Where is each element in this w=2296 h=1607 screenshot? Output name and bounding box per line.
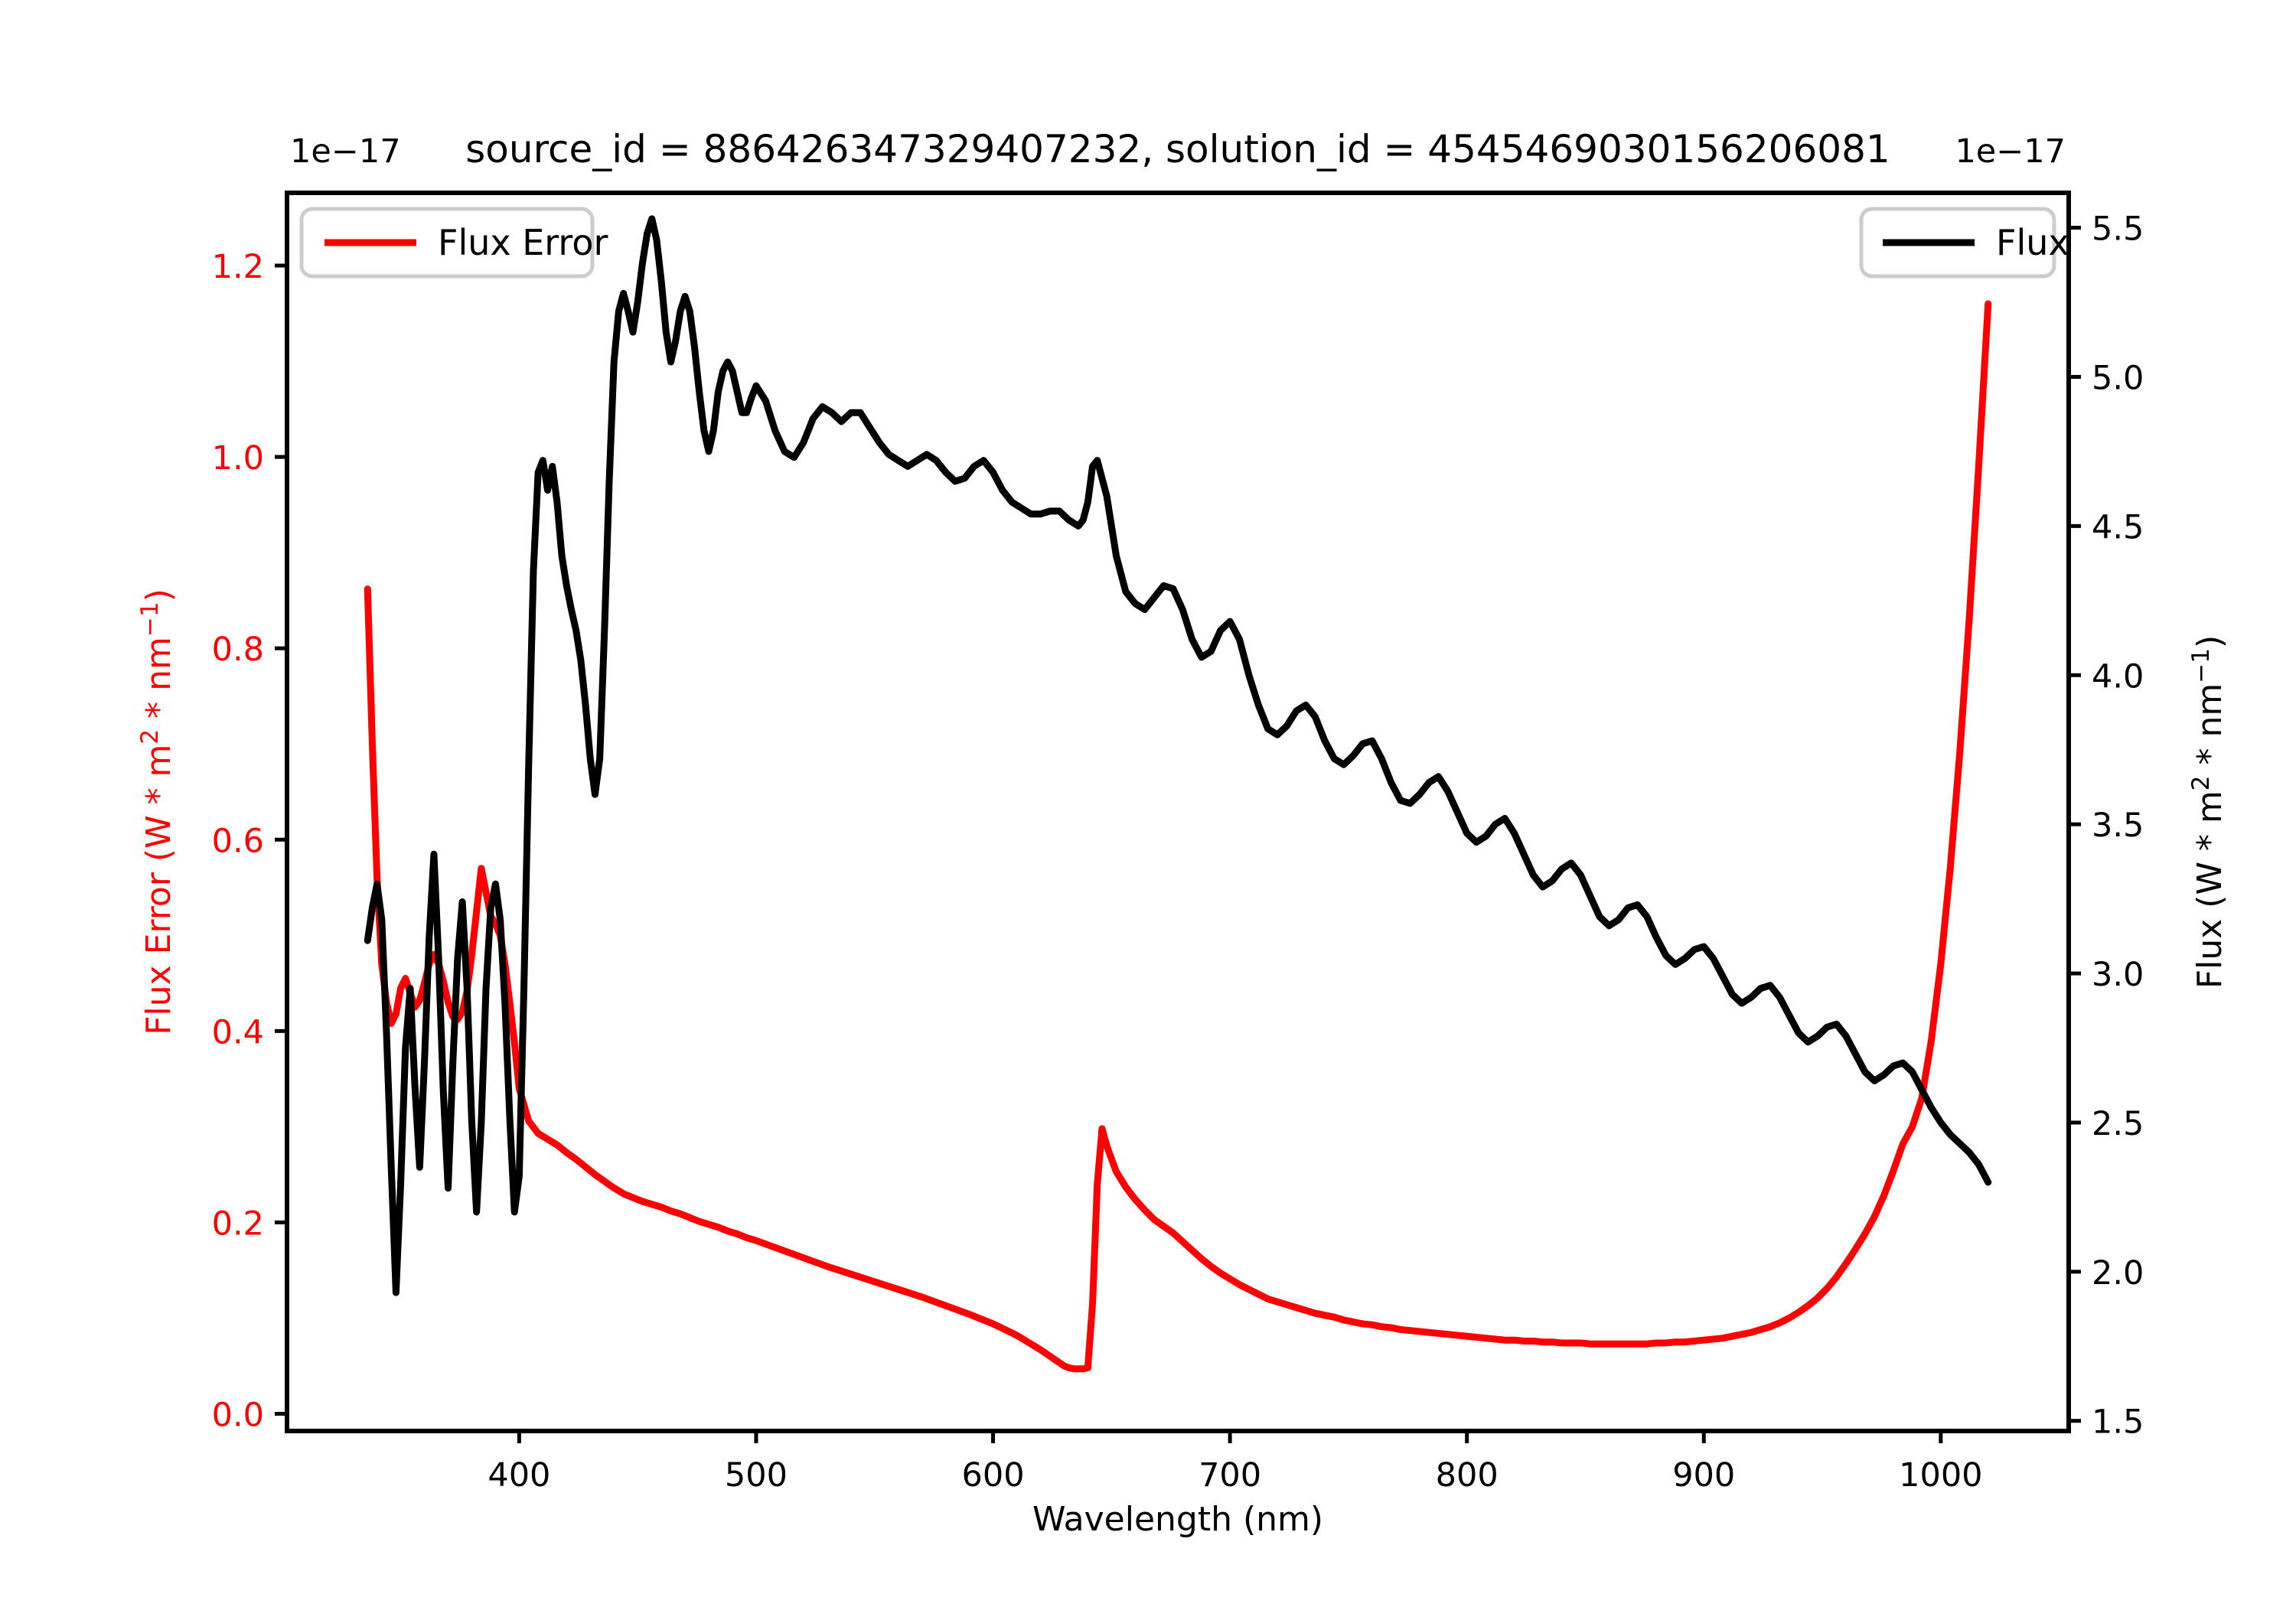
left-y-axis-label: Flux Error (W * m2 * nm−1) — [136, 588, 178, 1035]
left-y-tick-label: 1.0 — [212, 439, 264, 478]
x-tick-label: 500 — [725, 1456, 788, 1495]
right-axis-offset-label: 1e−17 — [1955, 132, 2066, 171]
svg-text:Flux Error (W * m2 * nm−1): Flux Error (W * m2 * nm−1) — [136, 588, 178, 1035]
left-y-tick-label: 0.4 — [212, 1013, 264, 1051]
right-y-label-suffix: ) — [2190, 635, 2229, 648]
left-y-tick-label: 0.2 — [212, 1204, 264, 1243]
left-y-axis-ticks: 0.0 0.2 0.4 0.6 0.8 1.0 1.2 — [212, 248, 287, 1434]
series-line-flux — [364, 215, 1992, 1296]
data-series-group — [364, 215, 1992, 1373]
legend-flux[interactable]: Flux — [1859, 207, 2069, 279]
x-tick-label: 400 — [488, 1456, 550, 1495]
x-axis-label: Wavelength (nm) — [1032, 1500, 1323, 1539]
legend-flux-error-label: Flux Error — [438, 222, 608, 263]
x-axis-ticks: 400 500 600 700 800 900 1000 — [488, 1431, 1983, 1495]
right-y-axis-label: Flux (W * m2 * nm−1) — [2187, 635, 2229, 989]
right-y-label-sup2: −1 — [2187, 648, 2215, 683]
left-y-tick-label: 1.2 — [212, 248, 264, 286]
plot-frame — [285, 191, 2071, 1433]
page-title: source_id = 886426347329407232, solution… — [465, 127, 1890, 171]
plot-area-background — [287, 193, 2069, 1431]
left-y-label-suffix: ) — [139, 588, 178, 601]
legend-flux-error-box — [299, 207, 595, 279]
right-y-tick-label: 5.0 — [2092, 359, 2144, 397]
right-y-label-sup1: 2 — [2187, 775, 2215, 790]
svg-text:Flux (W * m2 * nm−1): Flux (W * m2 * nm−1) — [2187, 635, 2229, 989]
right-y-tick-label: 2.5 — [2092, 1105, 2144, 1143]
x-tick-label: 1000 — [1899, 1456, 1982, 1495]
right-y-tick-label: 2.0 — [2092, 1254, 2144, 1292]
left-y-label-mid: * nm — [139, 637, 178, 729]
legend-flux-error[interactable]: Flux Error — [299, 207, 608, 279]
right-y-tick-label: 4.5 — [2092, 508, 2144, 546]
right-y-tick-label: 4.0 — [2092, 657, 2144, 696]
left-y-label-prefix: Flux Error (W * m — [139, 745, 178, 1035]
x-tick-label: 600 — [961, 1456, 1024, 1495]
x-tick-label: 700 — [1199, 1456, 1261, 1495]
left-y-label-sup1: 2 — [136, 729, 164, 745]
left-y-tick-label: 0.6 — [212, 822, 264, 860]
right-y-tick-label: 3.0 — [2092, 956, 2144, 994]
x-tick-label: 800 — [1436, 1456, 1499, 1495]
left-y-tick-label: 0.8 — [212, 631, 264, 669]
right-y-label-mid: * nm — [2190, 683, 2229, 776]
right-y-tick-label: 1.5 — [2092, 1403, 2144, 1442]
x-tick-label: 900 — [1672, 1456, 1735, 1495]
left-y-label-sup2: −1 — [136, 601, 164, 637]
right-y-tick-label: 3.5 — [2092, 807, 2144, 845]
right-y-label-prefix: Flux (W * m — [2190, 790, 2229, 989]
left-y-tick-label: 0.0 — [212, 1396, 264, 1434]
right-y-axis-ticks: 1.5 2.0 2.5 3.0 3.5 4.0 4.5 5.0 5.5 — [2069, 210, 2144, 1442]
right-y-tick-label: 5.5 — [2092, 210, 2144, 249]
legend-flux-label: Flux — [1996, 222, 2069, 263]
left-axis-offset-label: 1e−17 — [290, 132, 401, 171]
